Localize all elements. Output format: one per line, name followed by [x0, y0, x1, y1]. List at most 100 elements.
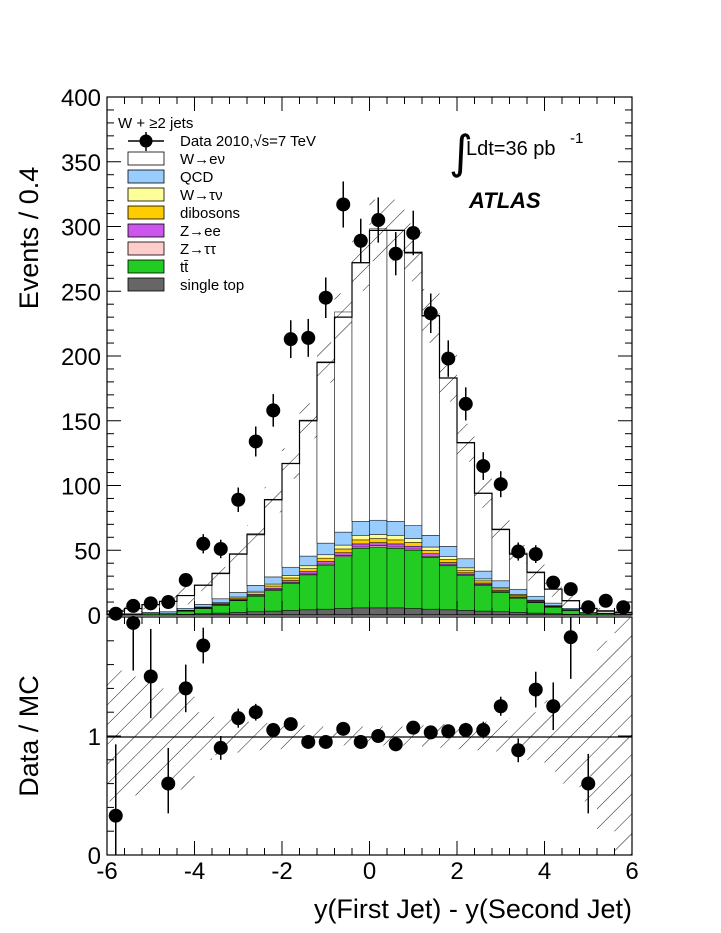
stack-bar-6-15: [369, 519, 388, 535]
mc-band-bin-10: [282, 448, 300, 479]
data-point-29: [616, 600, 631, 615]
stack-bar-1-11: [299, 574, 318, 611]
stack-bar-1-22: [491, 592, 510, 613]
ratio-point-13: [336, 721, 351, 736]
main-ytick-label-6: 300: [61, 215, 101, 242]
stack-bar-0-20: [456, 610, 475, 616]
stack-bar-5-20: [456, 567, 475, 571]
ratio-point-11: [301, 734, 316, 749]
legend-data-label: Data 2010,√s=7 TeV: [180, 133, 316, 150]
mc-band-bin-7: [229, 545, 247, 563]
ratio-band-bin-10: [282, 724, 300, 748]
stack-bar-1-7: [229, 600, 248, 613]
mc-band-bin-24: [527, 563, 545, 581]
stack-bar-6-13: [334, 531, 353, 546]
stack-bar-5-13: [334, 544, 353, 550]
stack-bar-5-9: [264, 583, 283, 587]
ratio-band-bin-5: [194, 712, 212, 760]
legend-label-6: tt̄: [180, 259, 189, 276]
ratio-point-25: [546, 699, 561, 714]
mc-band-bin-16: [387, 199, 405, 262]
stack-bar-4-10: [281, 577, 300, 581]
legend-label-0: W→eν: [180, 151, 225, 168]
stack-bar-1-13: [334, 556, 353, 609]
stack-bar-4-11: [299, 568, 318, 572]
mc-band-bin-5: [194, 579, 212, 592]
stack-bar-1-5: [194, 608, 213, 614]
lumi-text: Ldt=36 pb: [466, 138, 556, 160]
ratio-band-bin-24: [527, 712, 545, 760]
stack-bar-1-19: [439, 565, 458, 611]
data-point-3: [161, 595, 176, 610]
stack-bar-5-18: [421, 546, 440, 551]
mc-band-bin-26: [562, 595, 580, 607]
main-ytick-label-1: 50: [74, 538, 101, 565]
mc-band-bin-20: [457, 423, 475, 462]
ratio-point-6: [213, 740, 228, 755]
stack-bar-6-12: [316, 542, 335, 556]
stack-bar-1-17: [404, 550, 423, 609]
legend-label-5: Z→ττ: [180, 241, 216, 258]
stack-bar-5-15: [369, 534, 388, 539]
ratio-xtick-label-0: -6: [96, 858, 117, 885]
ratio-point-21: [476, 723, 491, 738]
legend-swatch-4: [127, 223, 165, 238]
main-ytick-label-7: 350: [61, 150, 101, 177]
stack-bar-6-17: [404, 525, 423, 539]
stack-bar-5-10: [281, 575, 300, 579]
mc-band-bin-28: [597, 608, 615, 615]
data-point-12: [318, 290, 333, 305]
mc-band-bin-8: [247, 525, 265, 545]
main-ytick-label-2: 100: [61, 474, 101, 501]
lumi-exponent: -1: [570, 130, 583, 147]
ratio-point-9: [266, 723, 281, 738]
mc-band-bin-19: [439, 354, 457, 402]
ratio-point-4: [178, 681, 193, 696]
mc-band-bin-4: [177, 586, 195, 605]
stack-bar-1-23: [509, 597, 528, 613]
legend-label-2: W→τν: [180, 187, 223, 204]
ratio-ytick-label-0: 0: [88, 843, 101, 870]
stack-bar-1-14: [351, 548, 370, 609]
stack-bar-7-12: [316, 361, 335, 544]
stack-bar-0-12: [316, 608, 335, 616]
stack-bar-0-11: [299, 609, 318, 616]
data-point-13: [336, 197, 351, 212]
ratio-point-10: [283, 717, 298, 732]
ratio-band-bin-4: [177, 682, 195, 790]
ratio-point-7: [231, 711, 246, 726]
stack-bar-3-16: [386, 543, 405, 548]
stack-bar-7-15: [369, 228, 388, 521]
data-point-6: [213, 541, 228, 556]
ratio-point-5: [196, 638, 211, 653]
ratio-point-8: [248, 705, 263, 720]
ratio-band-bin-7: [229, 719, 247, 753]
ratio-point-24: [528, 682, 543, 697]
data-points: [108, 181, 631, 621]
stack-bar-7-17: [404, 253, 423, 526]
ratio-point-0: [108, 808, 123, 823]
stack-bar-1-15: [369, 546, 388, 609]
ratio-band-bin-25: [544, 700, 562, 772]
stack-bar-0-19: [439, 609, 458, 616]
stack-bar-0-14: [351, 607, 370, 616]
ratio-band-bin-28: [597, 640, 615, 832]
stack-bar-6-21: [474, 570, 493, 580]
stack-bar-6-6: [211, 598, 230, 603]
ratio-xtick-label-4: 2: [450, 858, 463, 885]
data-point-4: [178, 573, 193, 588]
data-point-15: [371, 213, 386, 228]
integral-sign: ∫: [449, 125, 473, 179]
stack-bar-6-22: [491, 580, 510, 588]
mc-band-bin-12: [317, 342, 335, 383]
data-point-26: [563, 582, 578, 597]
stack-bar-6-11: [299, 555, 318, 567]
data-point-5: [196, 536, 211, 551]
stack-bar-4-21: [474, 580, 493, 584]
x-axis-label: y(First Jet) - y(Second Jet): [314, 894, 632, 924]
ratio-ytick-label-1: 1: [88, 724, 101, 751]
data-point-27: [581, 600, 596, 615]
stack-bar-4-19: [439, 559, 458, 563]
ratio-point-19: [441, 724, 456, 739]
legend-label-1: QCD: [180, 169, 214, 186]
